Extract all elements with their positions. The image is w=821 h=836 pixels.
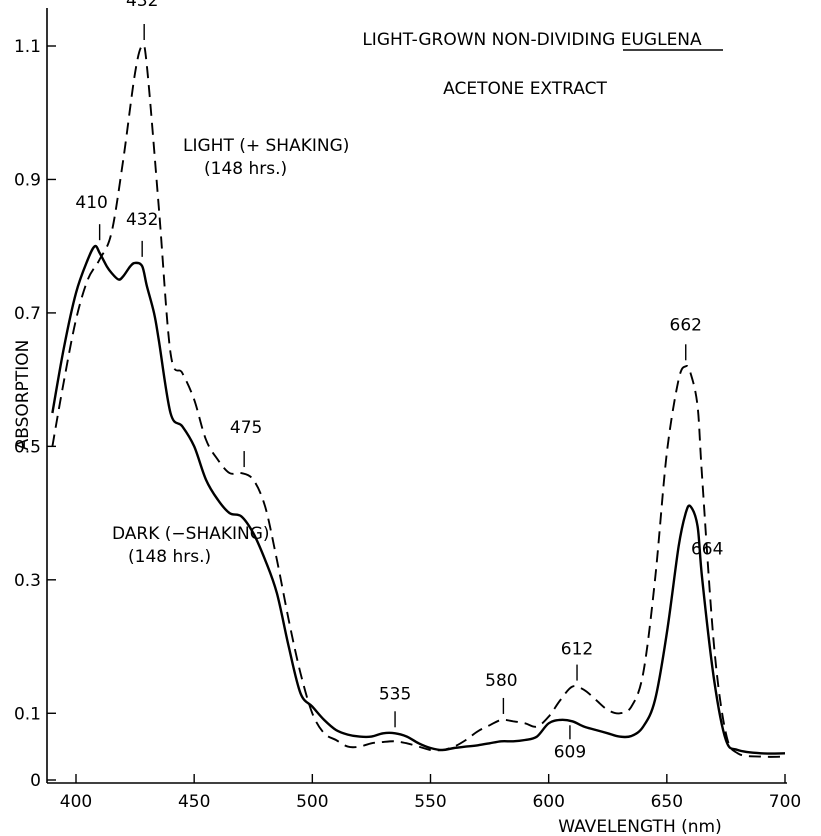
x-axis-label: WAVELENGTH (nm) [558, 817, 721, 836]
x-tick-label: 450 [178, 792, 210, 812]
peak-label: 410 [75, 193, 107, 213]
series-layer [51, 43, 786, 758]
y-tick-label: 0.7 [14, 304, 41, 324]
y-tick-label: 1.1 [14, 37, 41, 57]
x-tick-label: 650 [651, 792, 683, 812]
y-tick-label: 0.9 [14, 170, 41, 190]
peak-label: 535 [379, 684, 411, 704]
light-shaking-series-line [51, 43, 786, 758]
x-tick-label: 600 [532, 792, 564, 812]
x-tick-label: 700 [769, 792, 801, 812]
x-tick-label: 500 [296, 792, 328, 812]
legend-dark-name: DARK (−SHAKING) [112, 524, 270, 544]
x-tick-label: 550 [414, 792, 446, 812]
peak-label: 609 [554, 742, 586, 762]
peak-label: 432 [126, 0, 158, 11]
legend-light-name: LIGHT (+ SHAKING) [183, 136, 349, 156]
y-tick-label: 0.5 [14, 437, 41, 457]
peak-label: 432 [126, 210, 158, 230]
peak-label: 664 [691, 539, 723, 559]
dark-shaking-series-line [51, 244, 786, 755]
peak-label: 662 [670, 315, 702, 335]
chart-title: LIGHT-GROWN NON-DIVIDING EUGLENA [362, 30, 702, 50]
axes: 400 450 500 550 600 650 700 0 0.1 0.3 0.5 0.7 0.9 1.1 [14, 8, 801, 812]
peak-label: 612 [561, 640, 593, 660]
y-axis-label: ABSORPTION [13, 340, 33, 451]
y-tick-label: 0 [30, 771, 41, 791]
peak-label: 580 [485, 671, 517, 691]
y-tick-label: 0.3 [14, 571, 41, 591]
chart-subtitle: ACETONE EXTRACT [443, 79, 607, 99]
x-tick-label: 400 [60, 792, 92, 812]
peak-label: 475 [230, 418, 262, 438]
peak-annotations: 432 475 580 612 662 410 432 535 609 664 [75, 0, 723, 762]
y-tick-label: 0.1 [14, 704, 41, 724]
legend-light-duration: (148 hrs.) [204, 159, 287, 179]
legend-dark-duration: (148 hrs.) [128, 547, 211, 567]
